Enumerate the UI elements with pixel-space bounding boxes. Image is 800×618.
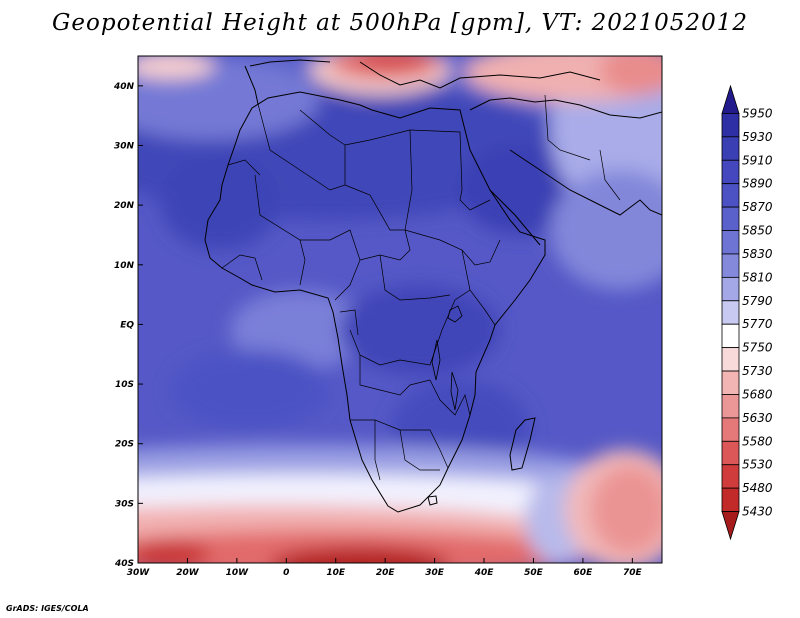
lon-tick-label: 70E [623, 568, 643, 578]
colorbar-bottom-triangle [721, 511, 740, 541]
lat-tick-label: 20N [114, 201, 135, 211]
colorbar: 5950 5930 5910 5890 5870 5850 5830 5810 5790 5770… [721, 84, 773, 541]
colorbar-top-triangle [721, 84, 740, 114]
colorbar-label: 5950 [742, 106, 773, 120]
coastlines [204, 59, 662, 513]
lat-tick-label: 20S [115, 440, 134, 450]
colorbar-swatch [721, 253, 740, 278]
colorbar-label: 5850 [742, 224, 773, 238]
lat-tick-label: 10S [115, 380, 134, 390]
colorbar-label: 5910 [742, 153, 773, 167]
colorbar-swatch [721, 159, 740, 185]
lon-tick-label: 60E [574, 568, 594, 578]
lakes [431, 305, 463, 411]
colorbar-label: 5930 [742, 130, 773, 144]
lon-tick-label: 50E [524, 568, 544, 578]
madagascar-coastline [509, 417, 536, 471]
colorbar-label: 5830 [742, 247, 773, 261]
lat-tick-label: 10N [114, 261, 135, 271]
lat-tick-label: 40N [113, 82, 135, 92]
lat-tick-label: EQ [120, 320, 134, 330]
lon-tick-label: 20W [176, 568, 200, 578]
colorbar-swatch [721, 230, 740, 255]
lon-tick-label: 30W [127, 568, 151, 578]
colorbar-swatch [721, 417, 740, 442]
lat-tick-label: 30S [115, 499, 134, 509]
colorbar-swatch [721, 347, 740, 372]
lat-tick-label: 40S [114, 559, 134, 569]
africa-coastline [204, 91, 546, 513]
map-frame [137, 55, 663, 564]
colorbar-swatch [721, 440, 740, 466]
colorbar-swatch [721, 323, 740, 349]
lat-tick-label: 30N [114, 141, 135, 151]
colorbar-label: 5580 [742, 434, 773, 448]
lon-tick-label: 10W [226, 568, 250, 578]
colorbar-swatch [721, 136, 740, 161]
colorbar-swatch [721, 183, 740, 208]
colorbar-swatch [721, 370, 740, 395]
colorbar-label: 5750 [742, 341, 773, 355]
colorbar-label: 5430 [742, 505, 773, 519]
colorbar-swatch [721, 487, 740, 512]
colorbar-label: 5730 [742, 364, 773, 378]
lon-tick-label: 0 [283, 568, 289, 578]
axis-ticks: 30W 20W 10W 0 10E 20E 30E 40E 50E 60E 70E 40N 30N 20N… [113, 82, 643, 578]
colorbar-swatch [721, 276, 740, 302]
lon-tick-label: 20E [376, 568, 396, 578]
colorbar-label: 5770 [742, 317, 773, 331]
credit-label: GrADS: IGES/COLA [6, 604, 89, 613]
colorbar-swatch [721, 206, 740, 231]
colorbar-label: 5870 [742, 200, 773, 214]
colorbar-label: 5630 [742, 411, 773, 425]
colorbar-swatch [721, 464, 740, 489]
lon-tick-label: 30E [425, 568, 445, 578]
colorbar-label: 5480 [742, 481, 773, 495]
lon-tick-label: 10E [326, 568, 346, 578]
lon-tick-label: 40E [474, 568, 495, 578]
colorbar-swatch [721, 394, 740, 419]
colorbar-swatch [721, 113, 740, 138]
colorbar-label: 5790 [742, 294, 773, 308]
map-title: Geopotential Height at 500hPa [gpm], VT:… [52, 10, 748, 36]
colorbar-label: 5530 [742, 458, 773, 472]
colorbar-label: 5890 [742, 177, 773, 191]
colorbar-label: 5680 [742, 387, 773, 401]
country-borders [221, 94, 621, 481]
colorbar-swatch [721, 300, 740, 325]
colorbar-label: 5810 [742, 270, 773, 284]
